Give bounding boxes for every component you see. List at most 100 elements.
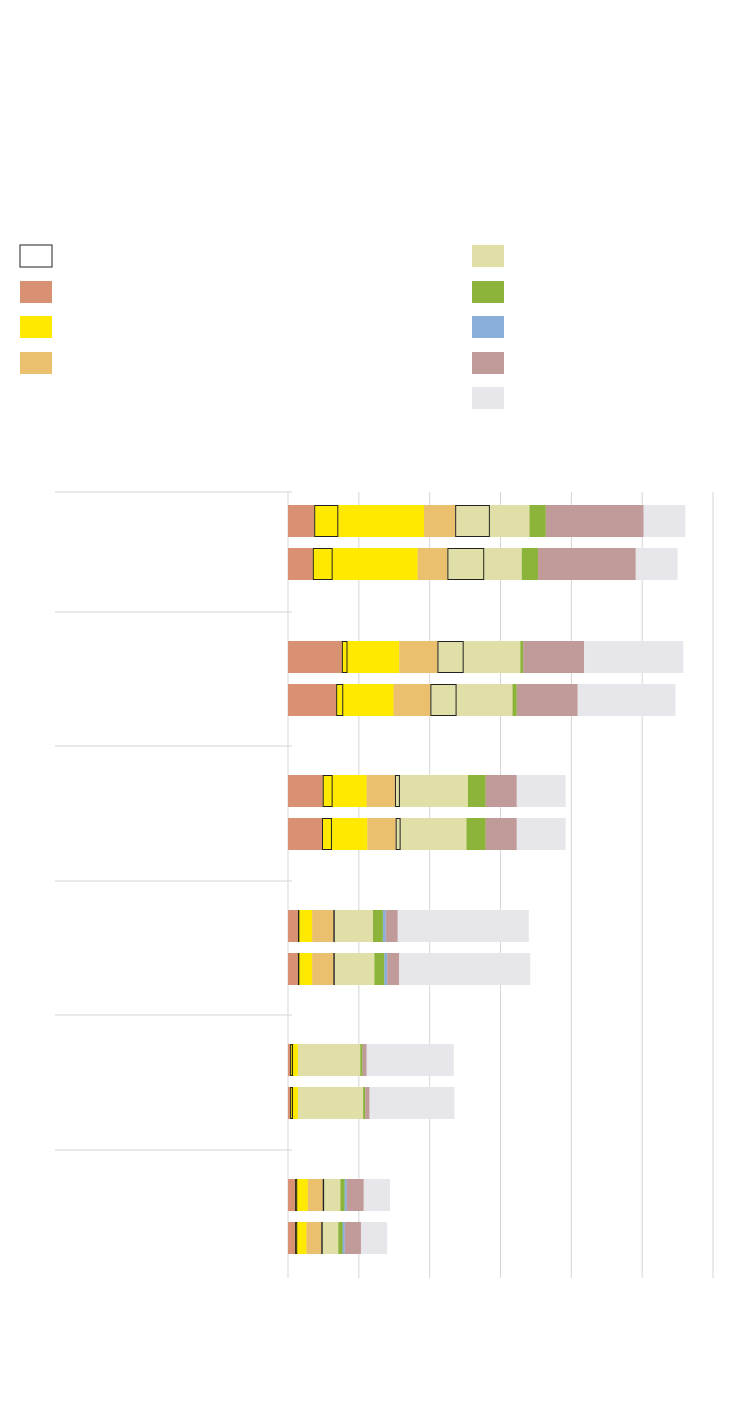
bar-segment	[577, 684, 676, 716]
bar-segment	[387, 953, 400, 985]
bar-segment	[366, 775, 395, 807]
legend-swatch	[472, 352, 504, 374]
bar-segment	[288, 505, 315, 537]
bar-overlay	[341, 641, 348, 673]
bar-overlay	[322, 775, 333, 807]
bar-segment	[538, 548, 636, 580]
bar-segment	[306, 1222, 322, 1254]
bar-segment	[363, 1179, 390, 1211]
bar-segment	[485, 818, 517, 850]
bar-overlay	[455, 505, 490, 537]
bar-overlay	[395, 818, 401, 850]
bar-overlay	[290, 1087, 293, 1119]
bar-segment	[288, 1087, 291, 1119]
legend-swatch	[472, 316, 504, 338]
bar-segment	[322, 775, 367, 807]
bar-overlay	[437, 641, 464, 673]
bar-segment	[520, 641, 524, 673]
bar-segment	[367, 818, 396, 850]
bar-segment	[485, 775, 517, 807]
bar-segment	[437, 641, 521, 673]
bar-segment	[333, 910, 373, 942]
bar-segment	[397, 910, 529, 942]
bar-segment	[314, 505, 424, 537]
bar-segment	[374, 953, 385, 985]
legend-swatch	[20, 281, 52, 303]
bar-segment	[322, 818, 368, 850]
bar-segment	[288, 684, 337, 716]
bar-segment	[321, 1222, 339, 1254]
bar-segment	[336, 684, 394, 716]
bar-overlay	[290, 1044, 293, 1076]
bar-segment	[288, 548, 313, 580]
bar-segment	[288, 775, 323, 807]
bar-segment	[529, 505, 546, 537]
bar-segment	[288, 953, 298, 985]
bar-segment	[516, 775, 566, 807]
bar-overlay	[322, 818, 332, 850]
bar-segment	[447, 548, 522, 580]
legend-swatch	[20, 316, 52, 338]
bar-segment	[399, 641, 438, 673]
bar-segment	[516, 684, 578, 716]
bar-segment	[362, 1044, 367, 1076]
bar-overlay	[336, 684, 344, 716]
bar-segment	[297, 910, 313, 942]
bar-segment	[341, 641, 400, 673]
bar-segment	[643, 505, 686, 537]
legend-swatch	[19, 244, 53, 268]
bar-segment	[295, 1179, 308, 1211]
bar-segment	[288, 641, 342, 673]
bar-segment	[307, 1179, 323, 1211]
bar-segment	[360, 1222, 388, 1254]
bar-segment	[516, 818, 566, 850]
bar-segment	[297, 953, 313, 985]
bar-segment	[322, 1179, 341, 1211]
bar-segment	[342, 1222, 345, 1254]
bar-segment	[288, 1044, 291, 1076]
bar-segment	[455, 505, 530, 537]
bar-segment	[424, 505, 456, 537]
legend-swatch	[20, 352, 52, 374]
bar-segment	[365, 1087, 370, 1119]
bar-segment	[584, 641, 684, 673]
legend-swatch	[472, 387, 504, 409]
bar-segment	[312, 548, 418, 580]
bar-segment	[635, 548, 678, 580]
bar-overlay	[295, 1222, 298, 1254]
legend-swatch	[472, 245, 504, 267]
bar-segment	[363, 1087, 366, 1119]
bar-segment	[385, 910, 398, 942]
bar-segment	[366, 1044, 454, 1076]
bar-segment	[523, 641, 585, 673]
bar-segment	[346, 1179, 364, 1211]
bar-overlay	[312, 548, 333, 580]
bar-overlay	[430, 684, 457, 716]
bar-segment	[382, 910, 386, 942]
legend-swatch	[472, 281, 504, 303]
bar-segment	[312, 953, 334, 985]
bar-segment	[288, 818, 322, 850]
bar-segment	[545, 505, 644, 537]
bar-segment	[467, 775, 486, 807]
bar-segment	[430, 684, 513, 716]
bar-segment	[344, 1179, 347, 1211]
bar-overlay	[314, 505, 339, 537]
bar-segment	[399, 953, 531, 985]
bar-segment	[288, 1179, 296, 1211]
bar-segment	[295, 1222, 307, 1254]
bar-segment	[384, 953, 388, 985]
bar-segment	[288, 910, 298, 942]
bar-segment	[466, 818, 486, 850]
bar-segment	[297, 1044, 361, 1076]
bar-segment	[395, 818, 467, 850]
bar-segment	[521, 548, 539, 580]
bar-segment	[340, 1179, 345, 1211]
bar-segment	[312, 910, 334, 942]
bar-segment	[417, 548, 448, 580]
bar-overlay	[394, 775, 400, 807]
bar-segment	[297, 1087, 364, 1119]
bar-segment	[394, 775, 468, 807]
